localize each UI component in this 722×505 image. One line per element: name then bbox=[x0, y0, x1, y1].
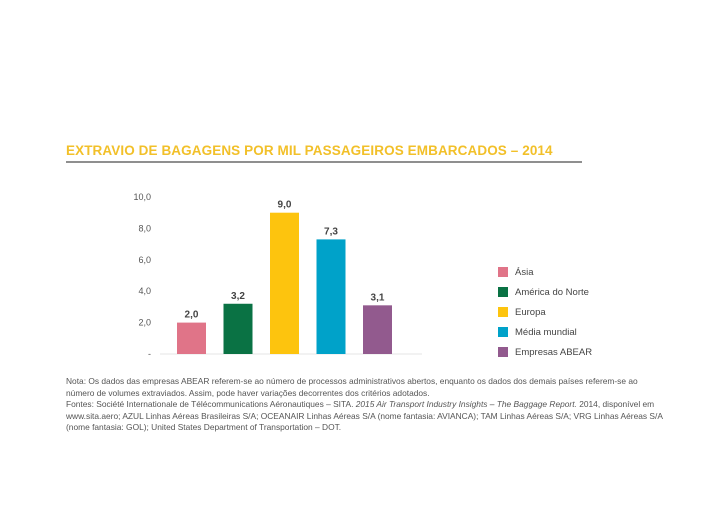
notes: Nota: Os dados das empresas ABEAR refere… bbox=[66, 376, 666, 434]
bar bbox=[177, 322, 206, 354]
sources-prefix: Fontes: Société Internationale de Téléco… bbox=[66, 399, 354, 410]
sources-suffix: 2014, disponível em www.sita.aero; AZUL … bbox=[66, 399, 663, 433]
legend: Ásia América do Norte Europa Média mundial E… bbox=[498, 262, 592, 362]
legend-swatch bbox=[498, 307, 508, 317]
bar-value-label: 3,1 bbox=[371, 292, 385, 303]
bar-value-label: 3,2 bbox=[231, 291, 245, 302]
bar bbox=[363, 305, 392, 354]
y-tick-label: 2,0 bbox=[138, 318, 151, 328]
y-tick-label: 4,0 bbox=[138, 286, 151, 296]
sources-report-title: 2015 Air Transport Industry Insights – T… bbox=[355, 399, 577, 410]
note-text: Nota: Os dados das empresas ABEAR refere… bbox=[66, 376, 638, 398]
legend-label: Média mundial bbox=[515, 326, 577, 338]
y-tick-label: 8,0 bbox=[138, 223, 151, 233]
y-tick-label: 10,0 bbox=[133, 192, 151, 202]
title-divider bbox=[66, 161, 582, 163]
legend-swatch bbox=[498, 327, 508, 337]
legend-label: Ásia bbox=[515, 266, 534, 278]
y-tick-label: 6,0 bbox=[138, 255, 151, 265]
bar bbox=[316, 239, 346, 354]
y-tick-label: - bbox=[148, 349, 151, 359]
legend-label: Empresas ABEAR bbox=[515, 346, 593, 358]
legend-item: Ásia bbox=[498, 262, 592, 282]
bar-value-label: 2,0 bbox=[185, 310, 199, 321]
legend-swatch bbox=[498, 347, 508, 357]
chart-title: EXTRAVIO DE BAGAGENS POR MIL PASSAGEIROS… bbox=[66, 143, 553, 158]
legend-item: Europa bbox=[498, 302, 592, 322]
value-labels: 2,0 3,2 9,0 7,3 3,1 bbox=[185, 200, 385, 321]
legend-swatch bbox=[498, 267, 508, 277]
legend-swatch bbox=[498, 287, 508, 297]
legend-item: América do Norte bbox=[498, 282, 592, 302]
bars bbox=[177, 212, 392, 354]
bar bbox=[223, 303, 253, 354]
legend-item: Média mundial bbox=[498, 322, 592, 342]
legend-label: Europa bbox=[515, 306, 546, 318]
bar-value-label: 9,0 bbox=[278, 200, 292, 211]
legend-item: Empresas ABEAR bbox=[498, 342, 592, 362]
legend-label: América do Norte bbox=[515, 286, 589, 298]
bar-value-label: 7,3 bbox=[324, 226, 338, 237]
bar bbox=[270, 212, 299, 354]
y-axis: - 2,0 4,0 6,0 8,0 10,0 bbox=[133, 192, 151, 359]
sources-text: Fontes: Société Internationale de Téléco… bbox=[66, 399, 666, 434]
